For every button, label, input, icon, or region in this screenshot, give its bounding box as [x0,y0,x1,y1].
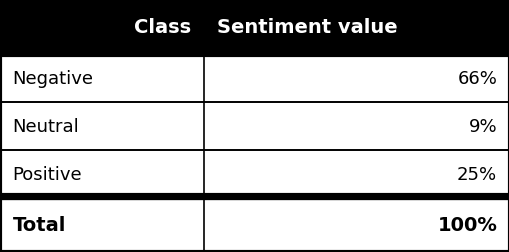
Text: Positive: Positive [13,165,82,183]
Text: 66%: 66% [457,70,496,88]
Bar [0,0,204,55]
Bar [0,55,204,103]
Text: Negative: Negative [13,70,94,88]
Bar [0,150,204,198]
Text: 25%: 25% [456,165,496,183]
Text: 100%: 100% [437,215,496,234]
Text: 9%: 9% [468,118,496,136]
Bar [0,198,204,252]
Bar [204,0,509,55]
Bar [204,103,509,150]
Bar [0,103,204,150]
Bar [204,55,509,103]
Text: Class: Class [134,18,191,37]
Bar [204,150,509,198]
Text: Sentiment value: Sentiment value [216,18,397,37]
Bar [204,198,509,252]
Text: Total: Total [13,215,66,234]
Text: Neutral: Neutral [13,118,79,136]
